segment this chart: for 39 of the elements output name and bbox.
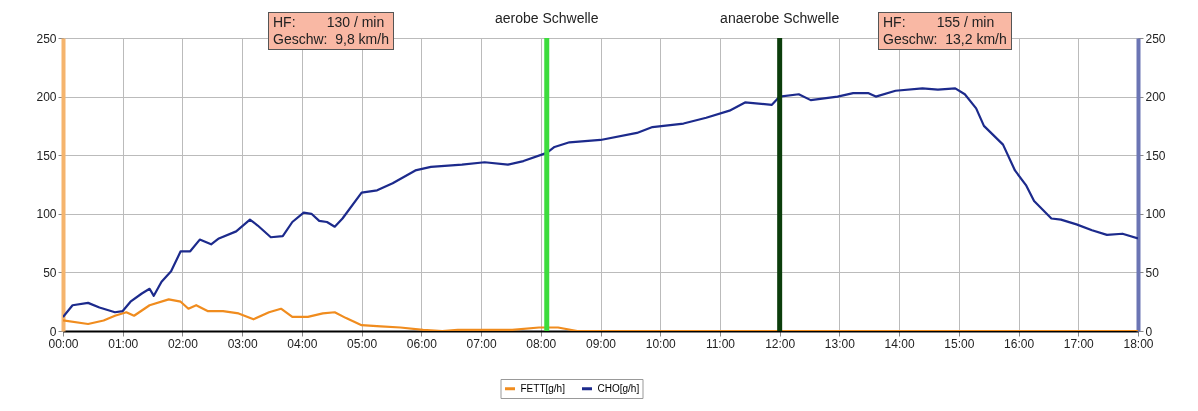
x-tick-label: 05:00 [347, 336, 378, 351]
y-tick-label: 0 [49, 324, 57, 339]
annotation: HF: 130 / min Geschw: 9,8 km/h [268, 12, 394, 50]
y2-tick-label: 50 [1145, 265, 1160, 280]
x-tick-label: 12:00 [765, 336, 796, 351]
line-series [63, 298, 1138, 331]
ref-line-label: anaerobe Schwelle [720, 10, 840, 26]
y2-tick-label: 100 [1145, 207, 1166, 222]
x-tick-label: 16:00 [1004, 336, 1035, 351]
x-tick-label: 04:00 [287, 336, 318, 351]
x-tick-label: 09:00 [585, 336, 617, 351]
x-tick-label: 13:00 [824, 336, 856, 351]
x-tick-label: 03:00 [227, 336, 259, 351]
x-tick-label: 01:00 [108, 336, 139, 351]
y-tick-label: 50 [43, 265, 57, 280]
y2-tick-label: 250 [1145, 31, 1166, 46]
x-tick-label: 02:00 [167, 336, 199, 351]
x-tick-label: 06:00 [406, 336, 438, 351]
x-tick-label: 00:00 [48, 336, 79, 351]
legend-label: FETT[g/h] [520, 382, 566, 394]
ref-line-label: aerobe Schwelle [494, 10, 599, 26]
y2-tick-label: 150 [1145, 148, 1166, 163]
x-tick-label: 10:00 [645, 336, 677, 351]
annotation: HF: 155 / min Geschw: 13,2 km/h [878, 12, 1012, 50]
y-tick-label: 100 [36, 207, 57, 222]
x-tick-label: 15:00 [944, 336, 975, 351]
x-tick-label: 08:00 [526, 336, 557, 351]
legend-label: CHO[g/h] [597, 382, 640, 394]
x-tick-label: 17:00 [1063, 336, 1095, 351]
y-tick-label: 150 [36, 148, 57, 163]
x-tick-label: 14:00 [884, 336, 915, 351]
y2-tick-label: 200 [1145, 90, 1166, 105]
x-tick-label: 11:00 [705, 336, 736, 351]
y-tick-label: 200 [36, 90, 57, 105]
x-tick-label: 07:00 [466, 336, 497, 351]
y-tick-label: 250 [36, 31, 57, 46]
y2-tick-label: 0 [1145, 324, 1153, 339]
line-series [63, 87, 1138, 319]
x-tick-label: 18:00 [1123, 336, 1154, 351]
